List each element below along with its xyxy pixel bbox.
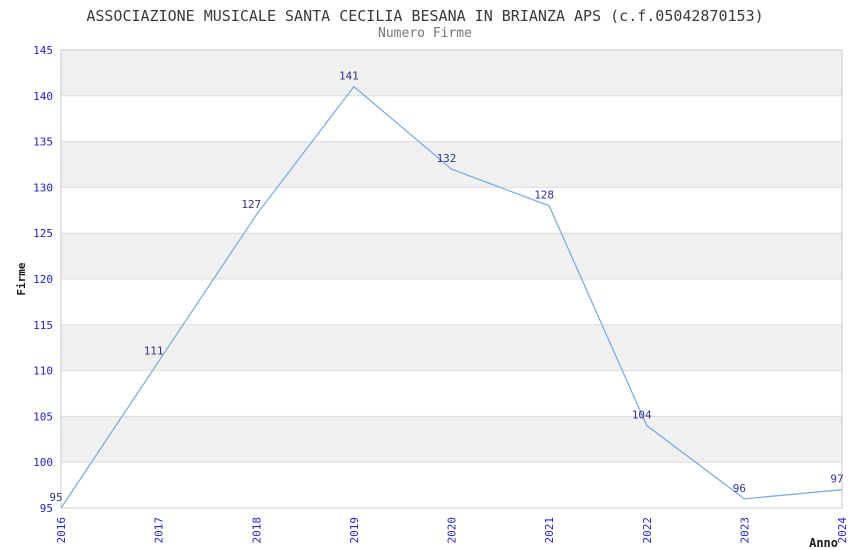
x-tick-label: 2016 [55,517,68,544]
grid-band [61,416,842,463]
y-tick-label: 105 [33,410,53,423]
chart-title: ASSOCIAZIONE MUSICALE SANTA CECILIA BESA… [86,7,764,25]
data-point-label: 141 [339,70,359,83]
x-tick-label: 2017 [153,517,166,544]
y-tick-label: 135 [33,136,53,149]
x-tick-label: 2024 [836,517,849,544]
x-tick-label: 2019 [348,517,361,544]
data-point-label: 97 [830,473,843,486]
y-axis-title: Firme [15,262,28,295]
data-point-label: 104 [632,409,652,422]
x-tick-label: 2018 [250,517,263,544]
x-tick-label: 2020 [446,517,459,544]
x-axis-title: Anno [809,536,838,550]
y-tick-label: 110 [33,365,53,378]
grid-band [61,50,842,96]
y-tick-label: 120 [33,273,53,286]
data-point-label: 128 [534,189,554,202]
y-tick-label: 100 [33,456,53,469]
data-point-label: 132 [437,152,457,165]
data-line [60,85,843,509]
y-tick-label: 115 [33,319,53,332]
data-point-label: 96 [733,482,746,495]
chart-subtitle: Numero Firme [378,26,472,41]
y-tick-label: 130 [33,181,53,194]
y-tick-label: 125 [33,227,53,240]
grid-band [61,324,842,371]
y-tick-label: 140 [33,90,53,103]
plot-border [60,49,843,509]
x-tick-label: 2022 [641,517,654,544]
grid-band [61,233,842,279]
data-point-label: 111 [144,344,164,357]
y-tick-label: 95 [40,502,53,515]
y-tick-label: 145 [33,44,53,57]
x-tick-label: 2023 [738,517,751,544]
x-tick-label: 2021 [543,517,556,544]
grid-band [61,141,842,188]
data-point-label: 95 [49,491,62,504]
data-point-label: 127 [241,198,261,211]
